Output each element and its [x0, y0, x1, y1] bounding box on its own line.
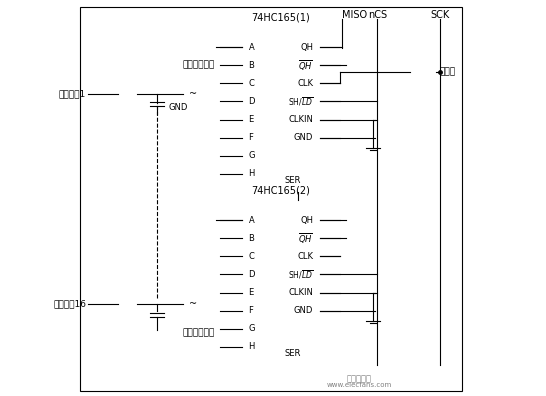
- Text: G: G: [248, 151, 255, 160]
- Text: $\overline{QH}$: $\overline{QH}$: [298, 58, 313, 73]
- Bar: [241, 29, 320, 192]
- Text: www.elecfans.com: www.elecfans.com: [327, 382, 392, 388]
- Bar: [118, 87, 138, 101]
- Polygon shape: [183, 83, 210, 105]
- Text: SER: SER: [284, 176, 301, 185]
- Text: ~: ~: [189, 89, 197, 99]
- Text: CLKIN: CLKIN: [288, 115, 313, 124]
- Text: 电子发烧友: 电子发烧友: [347, 374, 372, 383]
- Text: GND: GND: [294, 133, 313, 142]
- Text: $\overline{QH}$: $\overline{QH}$: [298, 231, 313, 246]
- Text: E: E: [248, 288, 254, 297]
- Text: 脉冲输入1: 脉冲输入1: [59, 89, 86, 98]
- Text: B: B: [248, 61, 254, 70]
- Text: H: H: [248, 343, 255, 352]
- Text: A: A: [248, 42, 254, 51]
- Text: 74HC165(2): 74HC165(2): [251, 186, 310, 196]
- Text: 滤密特舰发器: 滤密特舰发器: [182, 61, 215, 70]
- Text: SCK: SCK: [430, 10, 450, 20]
- Text: 施密特触发器: 施密特触发器: [182, 328, 215, 337]
- Text: F: F: [248, 306, 253, 315]
- Text: MISO: MISO: [342, 10, 367, 20]
- Text: SH/$\overline{LD}$: SH/$\overline{LD}$: [288, 268, 313, 281]
- Text: A: A: [248, 215, 254, 225]
- Text: SH/$\overline{LD}$: SH/$\overline{LD}$: [288, 95, 313, 108]
- Text: ~: ~: [189, 299, 197, 309]
- Text: nCS: nCS: [367, 10, 387, 20]
- Text: H: H: [248, 169, 255, 179]
- Text: D: D: [248, 97, 255, 106]
- Text: CLK: CLK: [297, 252, 313, 261]
- Text: F: F: [248, 133, 253, 142]
- Text: G: G: [248, 324, 255, 333]
- Text: B: B: [248, 234, 254, 243]
- Text: CLKIN: CLKIN: [288, 288, 313, 297]
- Text: SER: SER: [284, 349, 301, 358]
- Text: GND: GND: [294, 306, 313, 315]
- Text: 反相器: 反相器: [439, 68, 455, 77]
- Text: 脉冲输入16: 脉冲输入16: [53, 300, 86, 308]
- Polygon shape: [410, 62, 431, 82]
- Text: E: E: [248, 115, 254, 124]
- Text: QH: QH: [300, 215, 313, 225]
- Text: C: C: [248, 252, 254, 261]
- Text: GND: GND: [169, 103, 188, 112]
- Polygon shape: [183, 293, 210, 315]
- Text: QH: QH: [300, 42, 313, 51]
- Text: CLK: CLK: [297, 79, 313, 88]
- Text: C: C: [248, 79, 254, 88]
- Bar: [118, 297, 138, 311]
- Bar: [241, 202, 320, 365]
- Text: 74HC165(1): 74HC165(1): [252, 13, 310, 23]
- Text: D: D: [248, 270, 255, 279]
